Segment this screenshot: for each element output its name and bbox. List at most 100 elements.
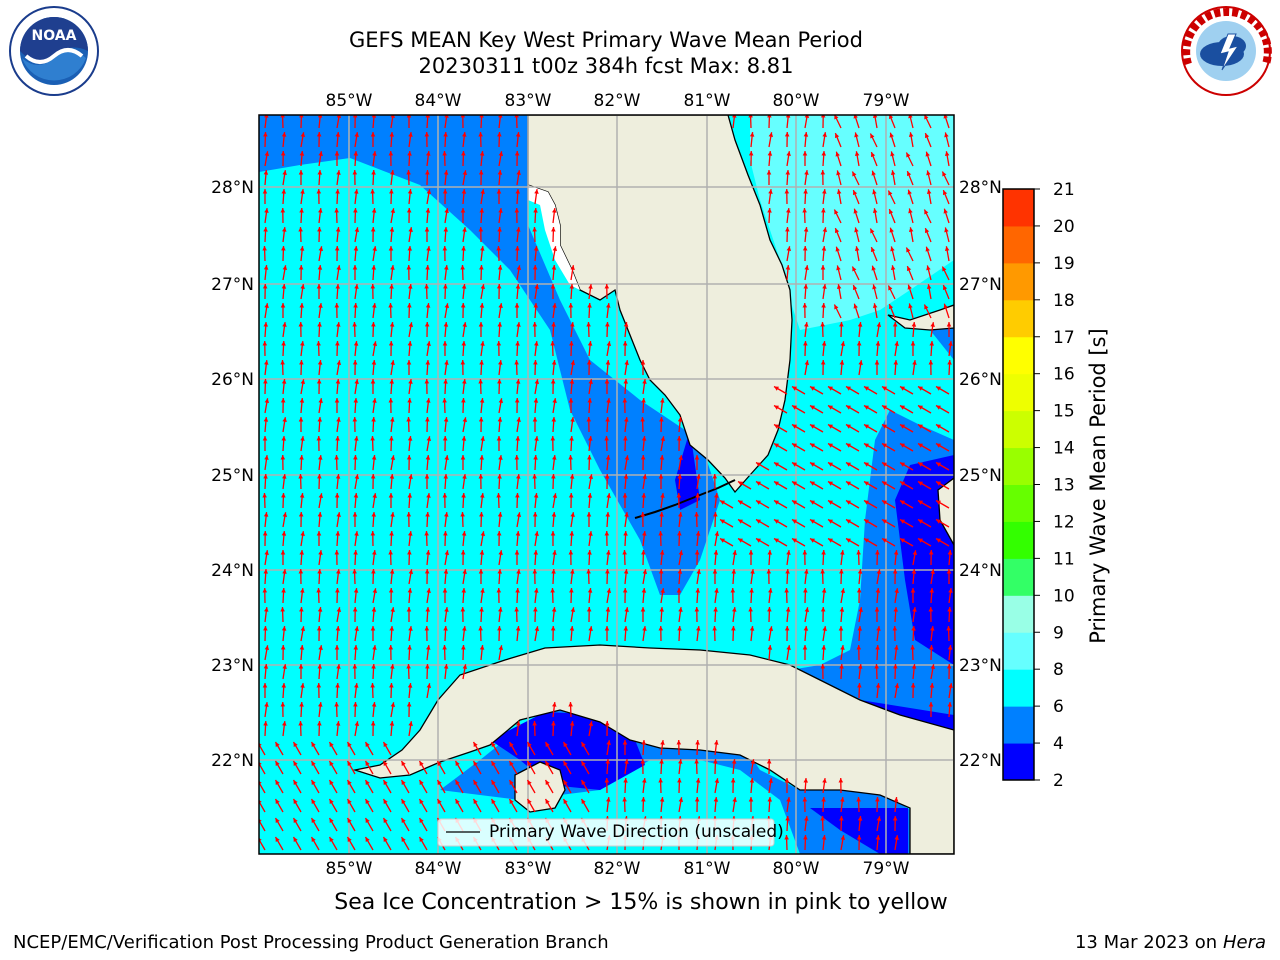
wave-arrow-head: [316, 626, 322, 631]
wave-arrow-head: [908, 227, 914, 233]
wave-arrow-head: [569, 341, 574, 346]
wave-arrow-head: [839, 569, 844, 574]
wave-arrow-head: [406, 455, 412, 460]
wave-arrow-head: [888, 304, 894, 310]
wave-band-8-9-atlantic: [750, 115, 954, 330]
wave-arrow-head: [534, 284, 539, 289]
wave-arrow-head: [336, 664, 341, 669]
wave-arrow-head: [569, 721, 575, 726]
wave-arrow-head: [802, 208, 807, 213]
wave-arrow-head: [347, 761, 352, 767]
wave-arrow-head: [875, 588, 881, 593]
wave-arrow-head: [390, 208, 396, 214]
wave-arrow-head: [389, 322, 395, 327]
wave-arrow-head: [419, 761, 424, 767]
wave-arrow-head: [803, 284, 808, 289]
wave-arrow-head: [479, 303, 485, 308]
wave-arrow-head: [767, 550, 772, 555]
wave-arrow-head: [407, 550, 412, 555]
wave-arrow-head: [623, 322, 629, 327]
wave-arrow-head: [944, 151, 950, 157]
wave-arrow-head: [444, 607, 449, 612]
sea-ice-caption: Sea Ice Concentration > 15% is shown in …: [334, 890, 948, 915]
wave-arrow-head: [406, 170, 411, 175]
wave-arrow-head: [908, 132, 914, 138]
wave-arrow-head: [383, 780, 388, 786]
wave-arrow-head: [893, 664, 898, 669]
wave-arrow-head: [660, 493, 665, 498]
wave-arrow-head: [623, 379, 628, 384]
wave-arrow-head: [822, 227, 828, 233]
wave-arrow-head: [846, 481, 852, 486]
wave-arrow-head: [371, 417, 376, 422]
wave-arrow-head: [444, 455, 449, 460]
wave-arrow-head: [311, 818, 316, 824]
wave-arrow-head: [854, 132, 859, 138]
lon-tick-label: 79°W: [863, 859, 910, 879]
wave-arrow-head: [792, 386, 798, 391]
wave-arrow-head: [534, 588, 539, 593]
wave-arrow-head: [298, 474, 303, 479]
wave-arrow-head: [586, 607, 592, 612]
wave-arrow-head: [317, 474, 322, 479]
wave-arrow-head: [568, 493, 574, 498]
wave-arrow-head: [437, 761, 442, 767]
wave-arrow-head: [871, 265, 876, 271]
wave-arrow-head: [479, 208, 484, 213]
wave-arrow-head: [550, 284, 556, 289]
wave-arrow-head: [425, 170, 430, 175]
wave-arrow-head: [496, 246, 501, 251]
wave-arrow-head: [426, 341, 431, 346]
wave-arrow-head: [802, 303, 808, 308]
wave-arrow-head: [281, 626, 287, 631]
wave-arrow-head: [889, 227, 894, 233]
wave-arrow-head: [443, 379, 448, 384]
footer-machine: Hera: [1222, 932, 1266, 953]
wave-arrow-head: [786, 645, 791, 650]
wave-arrow-head: [604, 379, 610, 384]
colorbar-tick-label: 16: [1053, 365, 1075, 385]
wave-arrow-head: [424, 626, 430, 631]
wave-arrow-head: [275, 742, 280, 748]
wave-arrow-head: [496, 341, 502, 346]
wave-arrow-head: [803, 132, 809, 137]
wave-arrow-head: [947, 360, 952, 365]
wave-arrow-head: [810, 519, 816, 524]
wave-arrow-head: [552, 398, 557, 403]
wave-arrow-head: [462, 170, 468, 176]
colorbar-tick-label: 17: [1053, 328, 1075, 348]
wave-arrow-head: [352, 607, 358, 612]
wave-arrow-head: [854, 246, 860, 252]
wave-arrow-head: [389, 379, 394, 384]
colorbar-tick-label: 10: [1053, 586, 1075, 606]
wave-arrow-head: [264, 360, 269, 365]
wave-arrow-head: [406, 664, 411, 669]
wave-arrow-head: [329, 818, 334, 824]
wave-arrow-head: [676, 493, 682, 498]
wave-arrow-head: [263, 626, 268, 631]
wave-arrow-head: [408, 284, 413, 289]
wave-arrow-head: [498, 208, 503, 213]
wave-arrow-head: [407, 683, 413, 688]
wave-arrow-head: [874, 664, 879, 669]
colorbar-swatch: [1003, 225, 1034, 264]
wave-arrow-head: [694, 797, 700, 802]
wave-arrow-head: [372, 550, 377, 555]
wave-arrow-head: [515, 341, 520, 346]
wave-arrow-head: [497, 132, 502, 137]
colorbar-tick-label: 20: [1053, 217, 1075, 237]
wave-arrow-head: [334, 455, 339, 460]
wave-arrow-head: [839, 607, 845, 612]
wave-arrow-head: [334, 702, 339, 707]
wave-arrow-head: [785, 607, 791, 612]
wave-arrow-head: [401, 761, 406, 767]
wave-arrow-head: [317, 265, 323, 270]
wave-arrow-head: [900, 500, 906, 505]
wave-arrow-head: [918, 500, 924, 505]
wave-arrow-head: [871, 170, 876, 176]
wave-arrow-head: [298, 664, 304, 669]
wave-arrow: [259, 800, 266, 813]
wave-arrow-head: [515, 189, 520, 194]
wave-arrow-head: [354, 189, 359, 194]
wave-arrow-head: [515, 132, 521, 137]
